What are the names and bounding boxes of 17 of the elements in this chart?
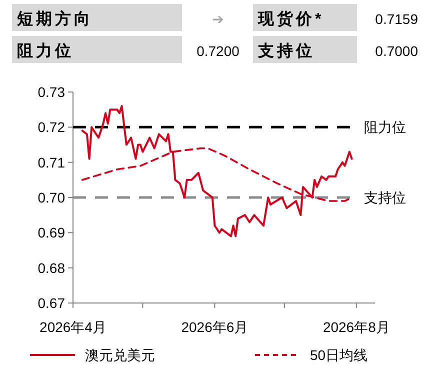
header-table: 短期方向 ➔ 现货价* 0.7159 阻力位 0.7200 支持位 0.7000	[12, 4, 418, 63]
x-tick-label: 2026年4月	[40, 319, 106, 335]
y-tick-label: 0.73	[38, 84, 66, 100]
y-tick-label: 0.67	[38, 295, 66, 311]
ref-line-label: 支持位	[364, 190, 406, 206]
x-tick-label: 2026年6月	[181, 319, 248, 335]
y-tick-label: 0.68	[38, 260, 66, 276]
ref-line: 阻力位	[73, 119, 406, 136]
y-tick-label: 0.70	[38, 190, 66, 206]
x-tick-label: 2026年8月	[322, 319, 390, 335]
legend-label: 50日均线	[310, 347, 368, 363]
ref-line: 支持位	[73, 190, 406, 206]
y-tick-label: 0.69	[38, 224, 66, 241]
y-tick-label: 0.71	[38, 154, 66, 170]
ref-line-label: 阻力位	[364, 119, 406, 136]
legend-label: 澳元兑美元	[85, 347, 155, 363]
y-tick-label: 0.72	[38, 119, 66, 136]
